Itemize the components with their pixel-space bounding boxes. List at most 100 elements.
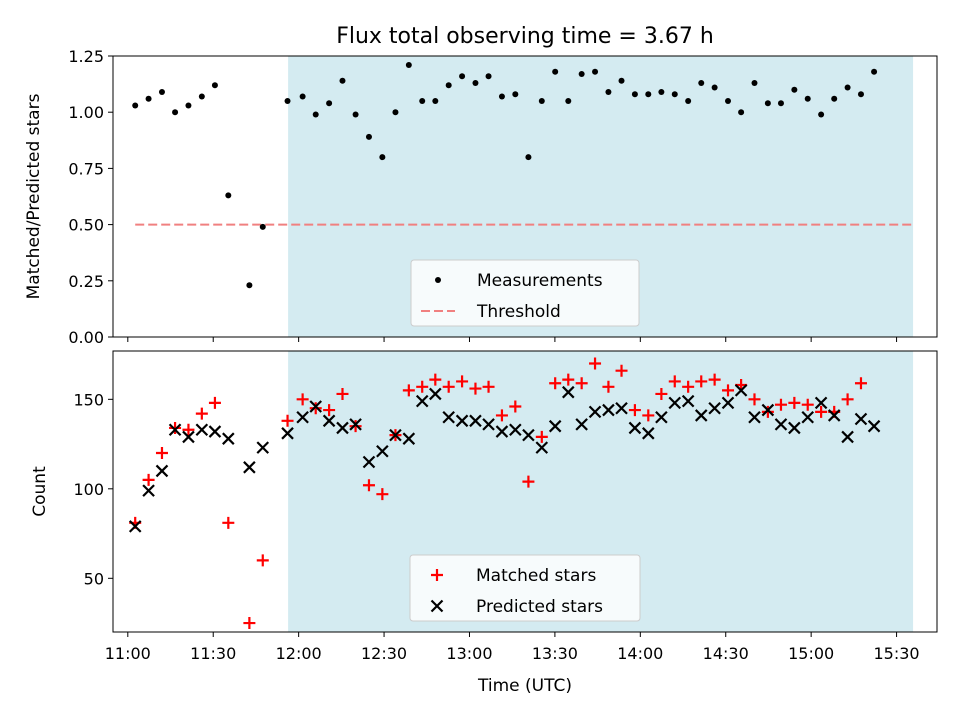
matched-star-point	[349, 420, 362, 433]
measurement-point	[259, 223, 266, 230]
predicted-star-point	[761, 403, 775, 417]
measurement-point	[419, 97, 426, 104]
legend-box	[410, 259, 640, 327]
measurement-point	[326, 100, 333, 107]
predicted-star-point	[721, 396, 735, 410]
measurement-point	[791, 86, 798, 93]
matched-star-point	[336, 387, 349, 400]
measurement-point	[445, 82, 452, 89]
predicted-star-point	[548, 419, 562, 433]
matched-star-point	[562, 373, 575, 386]
predicted-star-point	[867, 419, 881, 433]
measurement-point	[605, 88, 612, 95]
x-tick-label: 15:30	[874, 644, 920, 663]
legend-label: Measurements	[477, 271, 603, 291]
matched-star-point	[748, 393, 761, 406]
predicted-star-point	[155, 464, 169, 478]
predicted-star-point	[142, 484, 155, 497]
measurement-point	[645, 91, 652, 98]
matched-star-point	[296, 393, 309, 406]
matched-star-point	[281, 414, 294, 427]
measurement-point	[857, 91, 864, 98]
measurement-point	[485, 73, 492, 80]
legend-marker-predicted	[430, 599, 444, 613]
predicted-star-point	[774, 418, 788, 431]
legend-top: Measurements Threshold	[410, 259, 640, 327]
matched-star-point	[376, 488, 389, 501]
matched-star-point	[362, 479, 375, 492]
matched-star-point	[195, 407, 208, 420]
matched-star-point	[309, 402, 322, 415]
matched-star-point	[815, 405, 828, 418]
predicted-star-point	[309, 400, 323, 413]
y-tick-label: 50	[84, 569, 104, 588]
x-tick-label: 14:30	[703, 644, 749, 663]
matched-star-point	[722, 384, 735, 397]
y-tick-label: 0.75	[68, 159, 104, 178]
predicted-star-point	[668, 396, 682, 410]
predicted-star-point	[841, 430, 854, 444]
predicted-star-point	[509, 423, 522, 437]
matched-star-point	[668, 375, 681, 388]
predicted-star-point	[734, 384, 748, 397]
measurement-point	[671, 91, 678, 98]
predicted-star-point	[694, 409, 708, 422]
predicted-star-point	[469, 414, 482, 428]
matched-star-point	[182, 423, 195, 436]
x-tick-label: 12:00	[276, 644, 322, 663]
predicted-star-point	[602, 403, 615, 417]
measurement-point	[764, 100, 771, 107]
x-axis-label: Time (UTC)	[477, 676, 572, 696]
matched-star-point	[615, 364, 628, 377]
chart-title: Flux total observing time = 3.67 h	[336, 24, 714, 49]
measurement-point	[145, 95, 152, 102]
measurement-point	[472, 79, 479, 86]
measurement-point	[777, 100, 784, 107]
measurement-point	[538, 97, 545, 104]
measurement-point	[871, 68, 878, 75]
matched-star-point	[495, 409, 508, 422]
panel-top-ylabel: Matched/Predicted stars	[24, 93, 44, 299]
predicted-star-point	[827, 409, 841, 422]
y-tick-label: 150	[73, 390, 104, 409]
predicted-star-point	[642, 427, 655, 440]
matched-star-point	[323, 404, 336, 417]
panel-top-frame	[112, 55, 938, 338]
measurement-point	[552, 68, 559, 75]
panel-bottom-frame	[112, 350, 938, 633]
measurement-point	[284, 97, 291, 104]
matched-star-point	[655, 387, 668, 400]
measurement-point	[565, 97, 572, 104]
matched-star-point	[774, 398, 787, 411]
predicted-star-point	[681, 394, 695, 408]
x-tick-label: 11:30	[190, 644, 236, 663]
measurement-point	[185, 102, 192, 109]
measurement-point	[711, 84, 718, 91]
measurement-point	[172, 109, 179, 116]
y-tick-label: 1.25	[68, 47, 104, 66]
matched-star-point	[142, 473, 155, 486]
legend-label: Predicted stars	[476, 597, 603, 617]
measurement-point	[225, 192, 232, 199]
predicted-star-point	[854, 412, 868, 426]
measurement-point	[312, 111, 319, 118]
predicted-star-point	[429, 387, 442, 401]
predicted-star-point	[296, 410, 309, 424]
measurement-point	[405, 61, 412, 68]
x-tick-label: 14:00	[617, 644, 663, 663]
matched-star-point	[402, 384, 415, 397]
y-tick-label: 1.00	[68, 103, 104, 122]
measurement-point	[658, 88, 665, 95]
matched-star-point	[509, 400, 522, 413]
measurement-point	[631, 91, 638, 98]
matched-star-point	[482, 380, 495, 393]
predicted-star-point	[415, 394, 429, 408]
matched-star-point	[208, 396, 221, 409]
matched-star-point	[416, 380, 429, 393]
predicted-star-point	[575, 418, 588, 431]
measurement-point	[339, 77, 346, 84]
predicted-star-point	[615, 401, 628, 415]
measurement-point	[198, 93, 205, 100]
predicted-star-point	[535, 441, 549, 454]
predicted-star-point	[482, 418, 495, 431]
